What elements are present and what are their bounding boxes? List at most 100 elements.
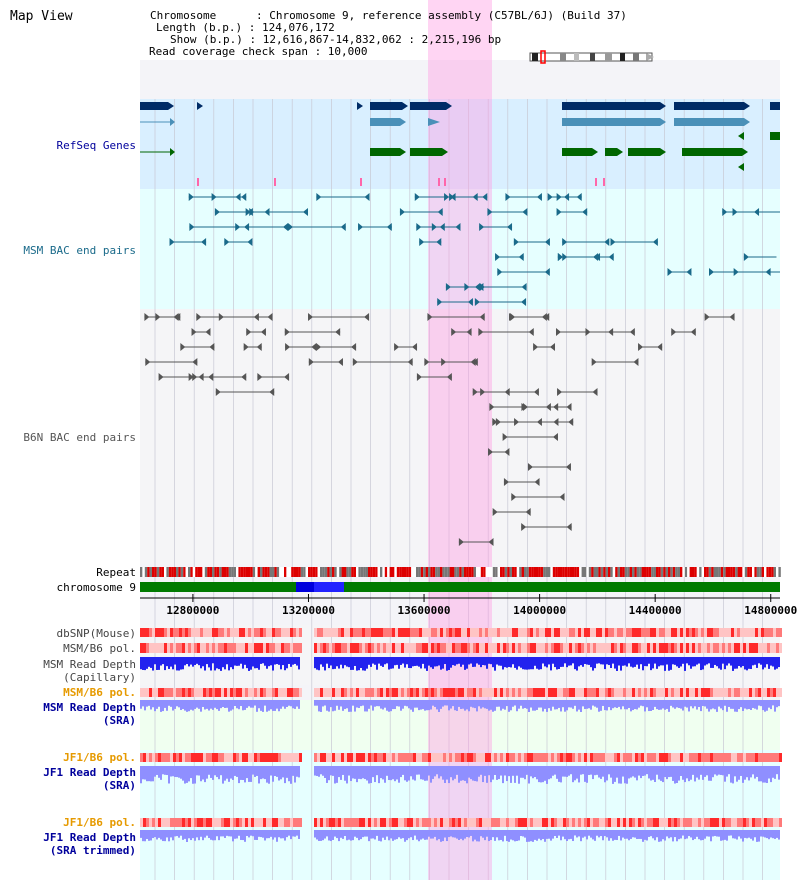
heat-cell: [392, 818, 395, 827]
repeat-cell: [279, 567, 282, 577]
gene-block: [674, 102, 744, 110]
depth-bar: [218, 700, 220, 711]
heat-cell: [494, 818, 497, 827]
depth-bar: [192, 657, 194, 667]
repeat-cell: [605, 567, 608, 577]
heat-cell: [731, 688, 734, 697]
heat-cell: [593, 628, 596, 637]
heat-cell: [488, 628, 491, 637]
depth-bar: [500, 830, 502, 840]
msm-bac-pairs[interactable]: [169, 193, 780, 306]
depth-bar: [280, 766, 282, 780]
depth-bar: [528, 657, 530, 670]
depth-bar: [354, 657, 356, 666]
track-label-msm-depth-sra[interactable]: MSM Read Depth (SRA): [43, 701, 136, 727]
heat-cell: [746, 753, 749, 762]
repeat-cell: [180, 567, 184, 577]
heat-cell: [290, 753, 293, 762]
bac-end: [521, 523, 527, 531]
heat-cell: [155, 643, 158, 653]
depth-bar: [664, 657, 666, 671]
bac-end: [458, 538, 464, 546]
bac-end: [690, 328, 696, 336]
heat-cell: [155, 628, 158, 637]
heat-cell: [689, 688, 692, 697]
heat-cell: [341, 643, 344, 653]
heat-cell: [332, 628, 335, 637]
heat-cell: [362, 753, 365, 762]
track-label-jf1-b6-pol[interactable]: JF1/B6 pol.: [63, 751, 136, 764]
repeat-cell: [586, 567, 589, 577]
heat-cell: [587, 753, 590, 762]
chromosome-ideogram[interactable]: [529, 50, 654, 64]
track-label-b6n-bac[interactable]: B6N BAC end pairs: [23, 431, 136, 444]
depth-bar: [358, 830, 360, 841]
depth-bar: [564, 830, 566, 840]
track-label-msm-b6-pol-sra[interactable]: MSM/B6 pol.: [63, 686, 136, 699]
heat-cell: [371, 628, 374, 637]
heat-cell: [266, 628, 269, 637]
depth-bar: [764, 657, 766, 668]
depth-bar: [454, 657, 456, 666]
heat-cell: [662, 818, 665, 827]
heat-cell: [176, 643, 179, 653]
heat-cell: [551, 688, 554, 697]
depth-bar: [360, 766, 362, 780]
depth-bar: [248, 830, 250, 838]
depth-bar: [332, 657, 334, 670]
heat-cell: [617, 818, 620, 827]
repeat-cell: [363, 567, 366, 577]
heat-cell: [146, 753, 149, 762]
repeat-cell: [752, 567, 755, 577]
selected-region-highlight[interactable]: [428, 0, 492, 880]
b6n-bac-pairs[interactable]: [144, 313, 735, 546]
heat-cell: [530, 818, 533, 827]
heat-cell: [266, 753, 269, 762]
depth-bar: [570, 830, 572, 839]
repeat-cell: [432, 567, 436, 577]
depth-bar: [766, 830, 768, 839]
bac-end: [492, 418, 498, 426]
track-label-msm-bac[interactable]: MSM BAC end pairs: [23, 244, 136, 257]
heat-cell: [707, 688, 710, 697]
depth-bar: [516, 700, 518, 712]
heat-cell: [386, 753, 389, 762]
depth-bar: [156, 657, 158, 670]
refseq-gene-models[interactable]: [140, 102, 780, 186]
heat-cell: [203, 628, 206, 637]
bac-end: [472, 388, 478, 396]
heat-cell: [362, 818, 365, 827]
track-label-dbsnp[interactable]: dbSNP(Mouse): [56, 627, 136, 640]
heat-cell: [278, 688, 281, 697]
heat-cell: [296, 688, 299, 697]
depth-bar: [170, 657, 172, 667]
depth-bar: [416, 700, 418, 708]
track-label-jf1-depth-sra[interactable]: JF1 Read Depth (SRA): [43, 766, 136, 792]
depth-bar: [704, 766, 706, 777]
depth-bar: [616, 700, 618, 708]
depth-bar: [592, 700, 594, 706]
depth-bar: [318, 830, 320, 841]
depth-bar: [614, 657, 616, 669]
bac-end: [652, 238, 658, 246]
track-label-jf1-b6-pol-2[interactable]: JF1/B6 pol.: [63, 816, 136, 829]
depth-bar: [698, 657, 700, 664]
depth-bar: [140, 657, 142, 670]
depth-bar: [722, 657, 724, 664]
depth-bar: [708, 766, 710, 781]
track-label-msm-b6-pol[interactable]: MSM/B6 pol.: [63, 642, 136, 655]
track-label-jf1-depth-trim[interactable]: JF1 Read Depth (SRA trimmed): [43, 831, 136, 857]
track-label-refseq[interactable]: RefSeq Genes: [56, 139, 136, 152]
heat-cell: [203, 818, 206, 827]
repeat-cell: [389, 567, 392, 577]
track-label-msm-depth-cap[interactable]: MSM Read Depth (Capillary): [43, 658, 136, 684]
repeat-cell: [168, 567, 172, 577]
bac-end: [358, 223, 364, 231]
heat-cell: [347, 628, 350, 637]
depth-bar: [266, 766, 268, 783]
heat-cell: [596, 688, 599, 697]
heat-cell: [140, 628, 143, 637]
heat-cell: [491, 818, 494, 827]
heat-cell: [569, 628, 572, 637]
depth-bar: [450, 700, 452, 709]
